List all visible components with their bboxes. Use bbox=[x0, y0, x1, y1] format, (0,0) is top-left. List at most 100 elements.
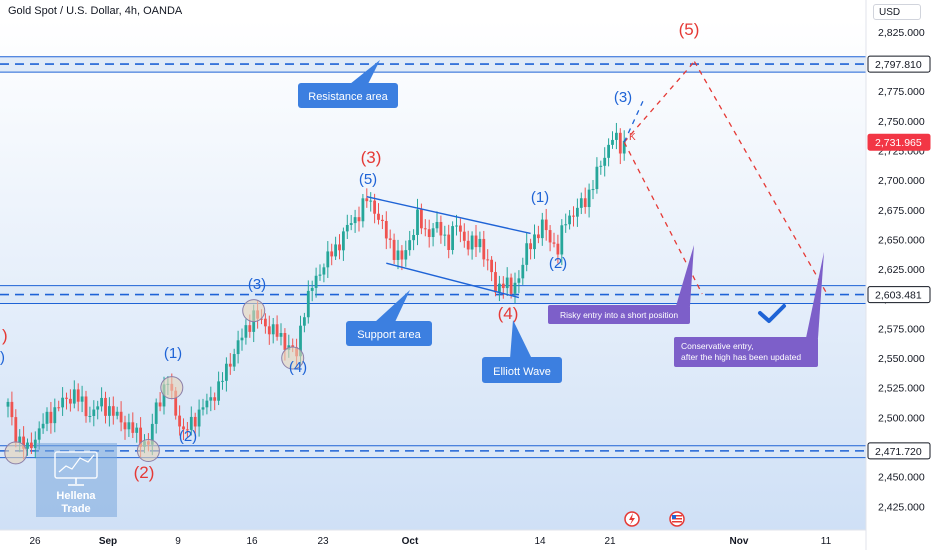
wave-point-circle-3 bbox=[242, 299, 266, 323]
candle-5 bbox=[26, 438, 29, 456]
candle-136 bbox=[537, 225, 540, 244]
y-tick-label-9: 2,650.000 bbox=[878, 234, 925, 246]
candle-2 bbox=[14, 409, 18, 448]
candle-38 bbox=[154, 398, 158, 434]
candle-6 bbox=[30, 432, 33, 455]
candle-50 bbox=[201, 398, 205, 416]
risky-entry-text: Risky entry into a short position bbox=[560, 310, 678, 320]
candle-16 bbox=[69, 389, 72, 412]
candle-89 bbox=[353, 209, 357, 233]
candle-116 bbox=[459, 218, 462, 243]
candle-119 bbox=[470, 231, 474, 260]
candle-99 bbox=[392, 233, 396, 264]
candle-21 bbox=[88, 406, 92, 423]
candle-45 bbox=[182, 418, 185, 440]
wave-3-blue-top-label: (3) bbox=[614, 89, 632, 106]
wave-3-blue-left-label: (3) bbox=[248, 276, 266, 293]
watermark-line1: Hellena bbox=[56, 490, 96, 502]
currency-selector[interactable]: USD bbox=[873, 4, 921, 20]
symbol-title: Gold Spot / U.S. Dollar, 4h, OANDA bbox=[8, 5, 183, 17]
candle-129 bbox=[509, 273, 513, 299]
wave-1-blue-left-label: (1) bbox=[164, 345, 182, 362]
candle-23 bbox=[96, 400, 100, 420]
candle-149 bbox=[587, 183, 591, 218]
candle-104 bbox=[412, 229, 415, 251]
candle-117 bbox=[462, 223, 466, 248]
candle-66 bbox=[264, 313, 267, 334]
candle-69 bbox=[275, 315, 279, 341]
candle-80 bbox=[318, 264, 322, 281]
candle-108 bbox=[427, 219, 431, 248]
checkmark-icon bbox=[758, 304, 786, 323]
candle-52 bbox=[209, 386, 213, 412]
candle-86 bbox=[342, 227, 345, 261]
candle-87 bbox=[345, 214, 349, 240]
candle-139 bbox=[548, 225, 552, 252]
candle-7 bbox=[33, 431, 37, 459]
candle-53 bbox=[213, 392, 217, 411]
candle-51 bbox=[205, 393, 209, 415]
candle-84 bbox=[334, 236, 337, 261]
candle-18 bbox=[76, 383, 80, 412]
candle-115 bbox=[455, 214, 458, 236]
candle-142 bbox=[560, 219, 564, 266]
candle-29 bbox=[119, 401, 123, 432]
wave-3-red-label: (3) bbox=[361, 148, 382, 167]
candle-46 bbox=[186, 422, 189, 438]
candle-9 bbox=[41, 413, 45, 434]
time-axis[interactable]: 26 Sep 9 16 23 Oct 14 21 Nov 11 bbox=[29, 536, 831, 547]
candle-153 bbox=[603, 147, 607, 177]
candle-144 bbox=[568, 210, 571, 230]
resistance-callout-text: Resistance area bbox=[308, 91, 388, 103]
candle-60 bbox=[240, 328, 244, 351]
candle-55 bbox=[221, 372, 224, 390]
candle-134 bbox=[529, 238, 532, 260]
candle-103 bbox=[408, 230, 412, 256]
candle-143 bbox=[564, 213, 568, 233]
candle-97 bbox=[384, 211, 388, 250]
y-tick-label-3: 2,500.000 bbox=[878, 412, 925, 424]
price-tag-2: 2,603.481 bbox=[867, 286, 931, 304]
wave-labels: (5) (3) (4) (2) ) (3) (5) (1) (2) (3) (4… bbox=[0, 20, 699, 482]
zone-2 bbox=[0, 445, 866, 458]
candle-138 bbox=[544, 208, 548, 241]
x-tick-label-2: 9 bbox=[175, 536, 181, 547]
flash-event-icon[interactable] bbox=[624, 511, 640, 527]
support-callout[interactable]: Support area bbox=[346, 290, 432, 346]
candle-114 bbox=[451, 221, 454, 255]
x-tick-label-7: 21 bbox=[604, 536, 616, 547]
candle-22 bbox=[92, 400, 96, 427]
candle-61 bbox=[244, 319, 248, 345]
candle-81 bbox=[322, 263, 326, 283]
candle-58 bbox=[232, 348, 236, 372]
candle-70 bbox=[279, 323, 283, 346]
risky-entry-callout[interactable]: Risky entry into a short position bbox=[548, 245, 694, 324]
candle-102 bbox=[404, 240, 408, 267]
candle-32 bbox=[131, 412, 135, 439]
x-tick-label-4: 23 bbox=[317, 536, 329, 547]
price-tag-1: 2,731.965 bbox=[867, 133, 931, 151]
candle-118 bbox=[466, 230, 470, 256]
resistance-callout[interactable]: Resistance area bbox=[298, 60, 398, 108]
candle-154 bbox=[607, 138, 610, 167]
candle-57 bbox=[228, 353, 232, 375]
elliott-callout[interactable]: Elliott Wave bbox=[482, 320, 562, 383]
candle-121 bbox=[478, 231, 482, 253]
candle-54 bbox=[217, 371, 220, 406]
candle-157 bbox=[618, 128, 622, 165]
conservative-entry-callout[interactable]: Conservative entry, after the high has b… bbox=[674, 252, 824, 367]
price-axis[interactable]: 2,425.0002,450.0002,475.0002,500.0002,52… bbox=[878, 27, 925, 513]
candle-79 bbox=[314, 267, 318, 298]
candle-91 bbox=[361, 193, 365, 228]
candle-130 bbox=[513, 272, 517, 304]
y-tick-label-14: 2,775.000 bbox=[878, 86, 925, 98]
candle-128 bbox=[505, 267, 509, 296]
candle-101 bbox=[400, 245, 404, 271]
x-tick-label-3: 16 bbox=[246, 536, 258, 547]
x-tick-label-5: Oct bbox=[402, 536, 419, 547]
candle-27 bbox=[111, 396, 115, 425]
y-tick-label-0: 2,425.000 bbox=[878, 501, 925, 513]
us-flag-event-icon[interactable] bbox=[669, 511, 685, 527]
